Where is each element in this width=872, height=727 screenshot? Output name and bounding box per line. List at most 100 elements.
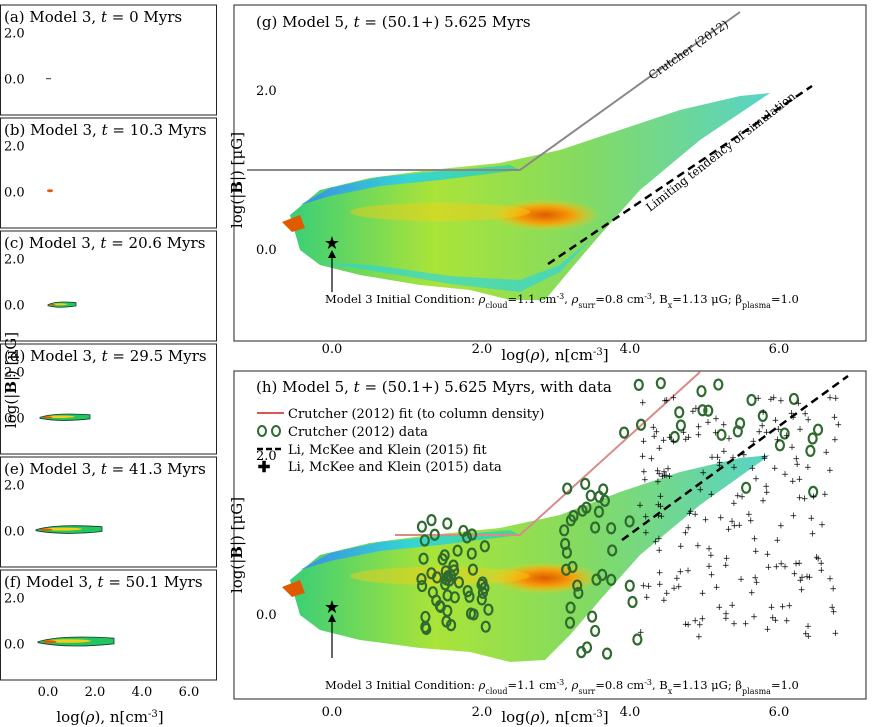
li-data-point: + xyxy=(655,534,663,544)
li-data-point: + xyxy=(773,563,781,573)
li-data-point: + xyxy=(758,422,766,432)
li-data-point: + xyxy=(723,554,731,564)
li-data-point: + xyxy=(789,413,797,423)
crutcher-data-point xyxy=(581,641,593,654)
crutcher-data-point xyxy=(466,547,477,560)
crutcher-data-point xyxy=(624,515,635,528)
li-data-point: + xyxy=(752,475,760,485)
li-data-point: + xyxy=(805,632,813,642)
legend-li-data-swatch: ✚ xyxy=(258,458,271,476)
li-data-point: + xyxy=(772,616,780,626)
panel-g-star-icon: ★ xyxy=(324,233,340,254)
li-data-point: + xyxy=(808,514,816,524)
crutcher-data-point xyxy=(431,594,442,607)
li-data-point: + xyxy=(737,575,745,585)
li-data-point: + xyxy=(705,562,713,572)
crutcher-data-point xyxy=(669,430,680,444)
crutcher-data-point xyxy=(597,568,608,581)
crutcher-data-point xyxy=(419,534,430,547)
li-data-point: + xyxy=(708,453,716,463)
crutcher-data-point xyxy=(466,528,478,541)
crutcher-data-point xyxy=(483,603,494,616)
crutcher-data-point xyxy=(740,481,752,494)
panel-f-ytick-1: 0.0 xyxy=(4,638,25,653)
panel-h-legend: Crutcher (2012) fit (to column density) … xyxy=(257,407,544,476)
panel-a: 2.0 0.0 (a) Model 3, t = 0 Myrs xyxy=(0,4,217,116)
crutcher-data-point xyxy=(418,552,429,565)
crutcher-data-point xyxy=(562,482,573,495)
li-data-point: + xyxy=(639,399,647,409)
crutcher-data-point xyxy=(449,591,460,604)
li-data-point: + xyxy=(763,428,771,438)
panel-f-xtick-1: 2.0 xyxy=(85,685,106,700)
crutcher-data-point xyxy=(449,564,460,577)
panel-g-heatmap-bottom xyxy=(320,240,590,292)
li-data-point: + xyxy=(695,430,703,440)
crutcher-data-point xyxy=(479,540,490,553)
panel-h-ytick-0: 2.0 xyxy=(256,449,277,464)
panel-g-ytick-0: 2.0 xyxy=(256,84,277,99)
crutcher-data-point xyxy=(416,520,428,533)
li-data-point: + xyxy=(666,433,674,443)
panel-g-ticks: 0.0 2.0 4.0 6.0 2.0 0.0 xyxy=(256,84,789,357)
crutcher-data-point xyxy=(462,585,473,598)
li-data-point: + xyxy=(694,542,702,552)
panel-h-xtick-0: 0.0 xyxy=(322,705,343,720)
panel-h-crutcher-line xyxy=(395,371,701,536)
li-data-point: + xyxy=(673,574,681,584)
crutcher-data-point xyxy=(477,576,488,589)
crutcher-data-point xyxy=(746,393,757,407)
li-data-point: + xyxy=(826,393,834,403)
panel-c-ytick-0: 2.0 xyxy=(4,253,25,268)
li-data-point: + xyxy=(826,466,834,476)
li-data-point: + xyxy=(722,561,730,571)
panel-e-frame xyxy=(0,456,217,568)
li-data-point: + xyxy=(708,571,716,581)
li-data-point: + xyxy=(645,582,653,592)
li-data-point: + xyxy=(687,507,695,517)
li-data-point: + xyxy=(767,395,775,405)
crutcher-data-point xyxy=(568,509,579,523)
li-data-point: + xyxy=(745,510,753,520)
panel-h-ytick-1: 0.0 xyxy=(256,608,277,623)
panel-f-xtick-0: 0.0 xyxy=(38,685,59,700)
li-data-point: + xyxy=(822,448,830,458)
li-data-point: + xyxy=(696,621,704,631)
li-data-point: + xyxy=(714,453,722,463)
crutcher-data-point xyxy=(453,576,465,589)
panel-a-ytick-0: 2.0 xyxy=(4,27,25,42)
li-data-point: + xyxy=(712,429,720,439)
panel-d-data xyxy=(39,413,91,421)
crutcher-data-point xyxy=(716,428,727,441)
li-data-point: + xyxy=(684,566,692,576)
li-data-point: + xyxy=(769,614,777,624)
crutcher-data-point xyxy=(458,524,469,538)
crutcher-data-point xyxy=(675,419,686,432)
li-data-point: + xyxy=(830,607,838,617)
li-data-point: + xyxy=(684,523,692,533)
li-data-point: + xyxy=(680,428,688,438)
panel-c-ytick-1: 0.0 xyxy=(4,299,25,314)
crutcher-data-point xyxy=(633,378,644,391)
crutcher-data-point xyxy=(805,444,816,457)
li-data-point: + xyxy=(699,614,707,624)
panel-h-observational-data: ++++++++++++++++++++++++++++ ++++++++++++… xyxy=(416,377,842,660)
li-data-point: + xyxy=(798,585,806,595)
li-data-point: + xyxy=(657,502,665,512)
li-data-point: + xyxy=(809,530,817,540)
li-data-point: + xyxy=(764,625,772,635)
li-data-point: + xyxy=(802,629,810,639)
panel-f-xlabel: log(ρ), n[cm-3] xyxy=(56,708,163,726)
panel-e-ytick-0: 2.0 xyxy=(4,479,25,494)
crutcher-data-point xyxy=(619,426,630,439)
panel-b-ytick-1: 0.0 xyxy=(4,186,25,201)
crutcher-data-point xyxy=(697,404,708,417)
li-data-point: + xyxy=(772,416,780,426)
crutcher-data-point xyxy=(420,620,431,634)
li-data-point: + xyxy=(722,614,730,624)
crutcher-data-point xyxy=(581,501,592,514)
li-data-point: + xyxy=(817,566,825,576)
li-data-point: + xyxy=(682,435,690,445)
crutcher-data-point xyxy=(467,563,479,576)
crutcher-data-point xyxy=(587,610,598,623)
